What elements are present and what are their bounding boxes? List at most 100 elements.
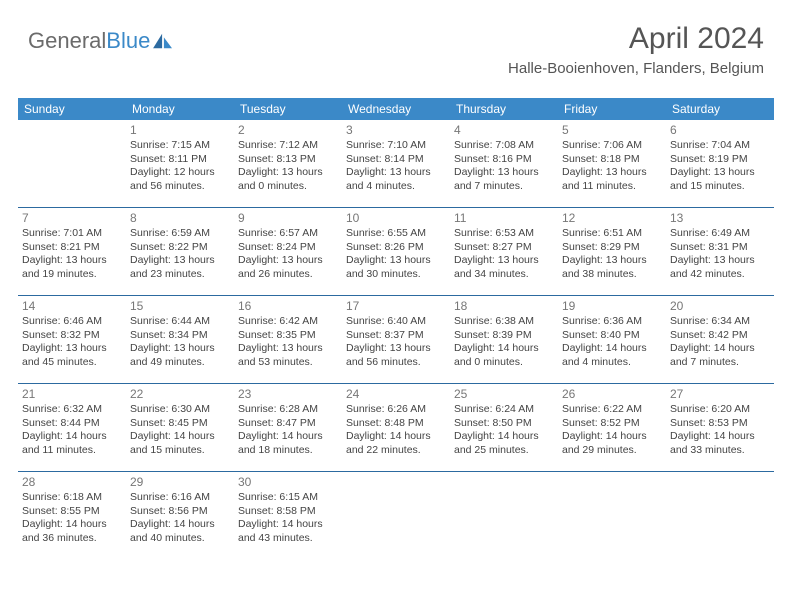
day-cell: 26Sunrise: 6:22 AMSunset: 8:52 PMDayligh…	[558, 384, 666, 472]
day-cell: 23Sunrise: 6:28 AMSunset: 8:47 PMDayligh…	[234, 384, 342, 472]
day-number: 3	[346, 123, 446, 138]
sunset-text: Sunset: 8:31 PM	[670, 241, 770, 254]
sunrise-text: Sunrise: 7:10 AM	[346, 139, 446, 152]
day-header: Friday	[558, 98, 666, 120]
sunrise-text: Sunrise: 7:08 AM	[454, 139, 554, 152]
daylight-text: Daylight: 14 hours	[454, 342, 554, 355]
day-number: 14	[22, 299, 122, 314]
day-cell: 8Sunrise: 6:59 AMSunset: 8:22 PMDaylight…	[126, 208, 234, 296]
sunrise-text: Sunrise: 6:36 AM	[562, 315, 662, 328]
daylight-text: Daylight: 14 hours	[670, 430, 770, 443]
sunset-text: Sunset: 8:21 PM	[22, 241, 122, 254]
daylight-text: and 30 minutes.	[346, 268, 446, 281]
day-cell: 30Sunrise: 6:15 AMSunset: 8:58 PMDayligh…	[234, 472, 342, 559]
day-cell: 17Sunrise: 6:40 AMSunset: 8:37 PMDayligh…	[342, 296, 450, 384]
daylight-text: Daylight: 13 hours	[346, 166, 446, 179]
sunset-text: Sunset: 8:18 PM	[562, 153, 662, 166]
day-cell: 1Sunrise: 7:15 AMSunset: 8:11 PMDaylight…	[126, 120, 234, 208]
daylight-text: and 7 minutes.	[454, 180, 554, 193]
daylight-text: and 42 minutes.	[670, 268, 770, 281]
day-header: Wednesday	[342, 98, 450, 120]
sunset-text: Sunset: 8:52 PM	[562, 417, 662, 430]
day-cell	[450, 472, 558, 559]
day-cell: 6Sunrise: 7:04 AMSunset: 8:19 PMDaylight…	[666, 120, 774, 208]
daylight-text: Daylight: 13 hours	[346, 342, 446, 355]
day-cell: 4Sunrise: 7:08 AMSunset: 8:16 PMDaylight…	[450, 120, 558, 208]
day-number: 21	[22, 387, 122, 402]
day-cell: 16Sunrise: 6:42 AMSunset: 8:35 PMDayligh…	[234, 296, 342, 384]
sunset-text: Sunset: 8:56 PM	[130, 505, 230, 518]
day-number: 1	[130, 123, 230, 138]
day-number: 27	[670, 387, 770, 402]
sunset-text: Sunset: 8:50 PM	[454, 417, 554, 430]
sunrise-text: Sunrise: 6:53 AM	[454, 227, 554, 240]
daylight-text: and 11 minutes.	[562, 180, 662, 193]
daylight-text: Daylight: 14 hours	[346, 430, 446, 443]
day-header-row: SundayMondayTuesdayWednesdayThursdayFrid…	[18, 98, 774, 120]
sunrise-text: Sunrise: 6:18 AM	[22, 491, 122, 504]
day-cell: 3Sunrise: 7:10 AMSunset: 8:14 PMDaylight…	[342, 120, 450, 208]
daylight-text: Daylight: 12 hours	[130, 166, 230, 179]
daylight-text: Daylight: 13 hours	[238, 342, 338, 355]
day-cell: 15Sunrise: 6:44 AMSunset: 8:34 PMDayligh…	[126, 296, 234, 384]
day-number: 28	[22, 475, 122, 490]
sunset-text: Sunset: 8:32 PM	[22, 329, 122, 342]
week-row: 1Sunrise: 7:15 AMSunset: 8:11 PMDaylight…	[18, 120, 774, 208]
sunset-text: Sunset: 8:11 PM	[130, 153, 230, 166]
day-number: 20	[670, 299, 770, 314]
daylight-text: and 19 minutes.	[22, 268, 122, 281]
sunset-text: Sunset: 8:13 PM	[238, 153, 338, 166]
sunset-text: Sunset: 8:47 PM	[238, 417, 338, 430]
daylight-text: and 22 minutes.	[346, 444, 446, 457]
daylight-text: and 0 minutes.	[238, 180, 338, 193]
sunrise-text: Sunrise: 6:59 AM	[130, 227, 230, 240]
sunrise-text: Sunrise: 6:22 AM	[562, 403, 662, 416]
sunset-text: Sunset: 8:53 PM	[670, 417, 770, 430]
day-header: Sunday	[18, 98, 126, 120]
day-number: 16	[238, 299, 338, 314]
day-number: 24	[346, 387, 446, 402]
daylight-text: and 33 minutes.	[670, 444, 770, 457]
sunrise-text: Sunrise: 7:15 AM	[130, 139, 230, 152]
day-cell: 27Sunrise: 6:20 AMSunset: 8:53 PMDayligh…	[666, 384, 774, 472]
day-cell	[666, 472, 774, 559]
sunrise-text: Sunrise: 6:15 AM	[238, 491, 338, 504]
day-number: 15	[130, 299, 230, 314]
daylight-text: Daylight: 13 hours	[130, 254, 230, 267]
daylight-text: and 25 minutes.	[454, 444, 554, 457]
day-cell: 28Sunrise: 6:18 AMSunset: 8:55 PMDayligh…	[18, 472, 126, 559]
sunrise-text: Sunrise: 6:40 AM	[346, 315, 446, 328]
sunset-text: Sunset: 8:27 PM	[454, 241, 554, 254]
day-cell: 18Sunrise: 6:38 AMSunset: 8:39 PMDayligh…	[450, 296, 558, 384]
day-number: 8	[130, 211, 230, 226]
sunset-text: Sunset: 8:19 PM	[670, 153, 770, 166]
day-number: 18	[454, 299, 554, 314]
day-number: 13	[670, 211, 770, 226]
sunset-text: Sunset: 8:14 PM	[346, 153, 446, 166]
daylight-text: and 15 minutes.	[130, 444, 230, 457]
sunrise-text: Sunrise: 6:26 AM	[346, 403, 446, 416]
day-cell: 7Sunrise: 7:01 AMSunset: 8:21 PMDaylight…	[18, 208, 126, 296]
day-number: 25	[454, 387, 554, 402]
logo-text-blue: Blue	[106, 28, 150, 54]
daylight-text: Daylight: 13 hours	[238, 254, 338, 267]
day-cell: 14Sunrise: 6:46 AMSunset: 8:32 PMDayligh…	[18, 296, 126, 384]
daylight-text: Daylight: 14 hours	[130, 430, 230, 443]
daylight-text: and 11 minutes.	[22, 444, 122, 457]
daylight-text: Daylight: 13 hours	[238, 166, 338, 179]
daylight-text: Daylight: 13 hours	[346, 254, 446, 267]
sunset-text: Sunset: 8:16 PM	[454, 153, 554, 166]
daylight-text: and 53 minutes.	[238, 356, 338, 369]
daylight-text: and 4 minutes.	[562, 356, 662, 369]
daylight-text: Daylight: 14 hours	[130, 518, 230, 531]
day-cell	[18, 120, 126, 208]
day-number: 17	[346, 299, 446, 314]
sunrise-text: Sunrise: 6:32 AM	[22, 403, 122, 416]
day-header: Thursday	[450, 98, 558, 120]
sunrise-text: Sunrise: 6:44 AM	[130, 315, 230, 328]
daylight-text: Daylight: 14 hours	[238, 430, 338, 443]
week-row: 14Sunrise: 6:46 AMSunset: 8:32 PMDayligh…	[18, 296, 774, 384]
daylight-text: and 7 minutes.	[670, 356, 770, 369]
day-cell: 19Sunrise: 6:36 AMSunset: 8:40 PMDayligh…	[558, 296, 666, 384]
day-number: 12	[562, 211, 662, 226]
